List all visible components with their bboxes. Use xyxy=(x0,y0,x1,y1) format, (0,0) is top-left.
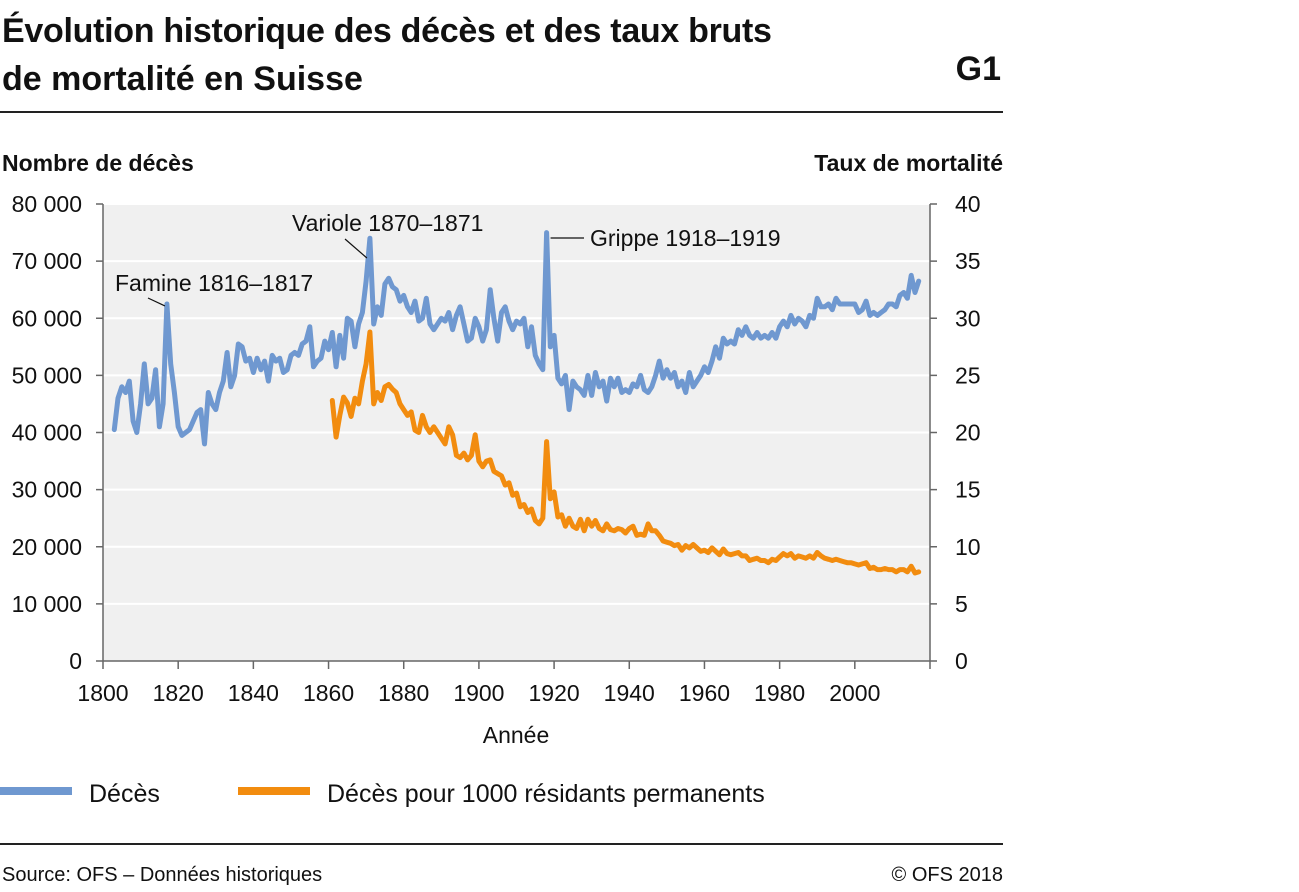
y-left-tick-label: 0 xyxy=(69,648,82,674)
x-tick-label: 1840 xyxy=(228,680,279,706)
y-right-tick-label: 40 xyxy=(955,191,981,217)
x-tick-label: 1900 xyxy=(453,680,504,706)
y-left-tick-label: 60 000 xyxy=(12,305,82,331)
series-line-taux xyxy=(329,329,922,576)
y-left-tick-label: 80 000 xyxy=(12,191,82,217)
chart-title-line-1: Évolution historique des décès et des ta… xyxy=(2,12,772,50)
legend-label-taux: Décès pour 1000 résidants permanents xyxy=(327,780,765,808)
y-left-tick-label: 20 000 xyxy=(12,534,82,560)
legend-label-deces: Décès xyxy=(89,780,160,808)
y-right-tick-label: 25 xyxy=(955,362,981,388)
bottom-rule xyxy=(0,843,1003,845)
copyright-note: © OFS 2018 xyxy=(891,864,1003,886)
y-right-tick-label: 10 xyxy=(955,534,981,560)
y-right-tick-label: 5 xyxy=(955,591,968,617)
annotation-grippe: Grippe 1918–1919 xyxy=(590,225,781,251)
x-tick-label: 1940 xyxy=(604,680,655,706)
y-left-tick-label: 40 000 xyxy=(12,420,82,446)
x-tick-label: 1860 xyxy=(303,680,354,706)
y-left-tick-label: 30 000 xyxy=(12,477,82,503)
y-right-tick-label: 20 xyxy=(955,420,981,446)
y-left-tick-label: 10 000 xyxy=(12,591,82,617)
y-right-tick-label: 0 xyxy=(955,648,968,674)
x-tick-label: 1980 xyxy=(754,680,805,706)
top-rule xyxy=(0,111,1003,113)
annotation-leader-variole xyxy=(344,238,368,259)
left-axis-title: Nombre de décès xyxy=(2,150,194,176)
x-tick-label: 1920 xyxy=(529,680,580,706)
y-right-tick-label: 15 xyxy=(955,477,981,503)
figure-id: G1 xyxy=(955,50,1001,88)
y-left-tick-label: 50 000 xyxy=(12,362,82,388)
source-note: Source: OFS – Données historiques xyxy=(2,864,323,886)
annotation-leader-famine xyxy=(147,297,166,307)
x-tick-label: 1800 xyxy=(77,680,128,706)
annotation-famine: Famine 1816–1817 xyxy=(115,270,313,296)
x-tick-label: 1960 xyxy=(679,680,730,706)
series-line-deces xyxy=(111,230,922,447)
x-axis-title: Année xyxy=(483,722,550,748)
x-tick-label: 1820 xyxy=(153,680,204,706)
y-right-tick-label: 30 xyxy=(955,305,981,331)
annotation-variole: Variole 1870–1871 xyxy=(292,210,483,236)
y-right-tick-label: 35 xyxy=(955,248,981,274)
y-left-tick-label: 70 000 xyxy=(12,248,82,274)
x-tick-label: 1880 xyxy=(378,680,429,706)
legend-swatch-deces xyxy=(0,787,72,795)
x-tick-label: 2000 xyxy=(829,680,880,706)
chart-title-line-2: de mortalité en Suisse xyxy=(2,60,363,98)
right-axis-title: Taux de mortalité xyxy=(814,150,1003,176)
legend-swatch-taux xyxy=(238,787,310,795)
